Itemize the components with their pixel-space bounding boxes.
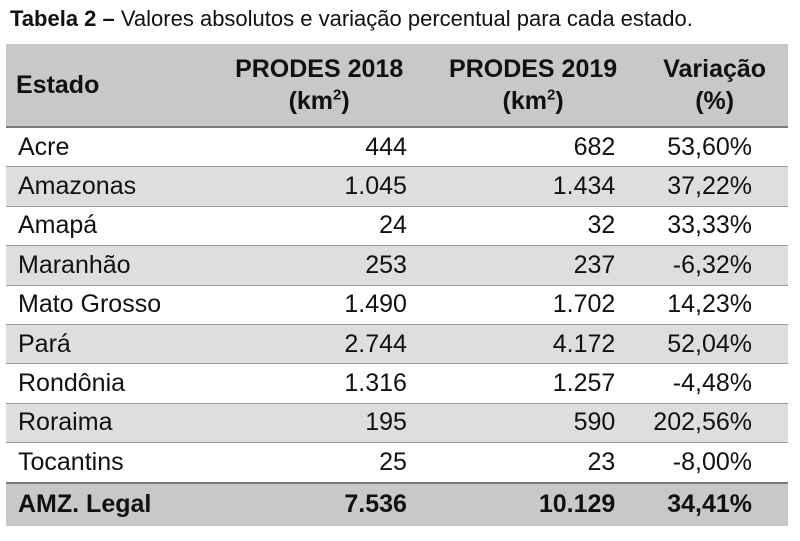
total-prodes-2019: 10.129 <box>424 481 642 526</box>
cell-variacao: -6,32% <box>641 245 788 286</box>
cell-estado: Rondônia <box>6 363 214 404</box>
table-footer: AMZ. Legal 7.536 10.129 34,41% <box>6 481 788 526</box>
cell-prodes-2019: 1.257 <box>424 363 642 404</box>
table-row: Roraima 195 590 202,56% <box>6 403 788 444</box>
cell-estado: Roraima <box>6 403 214 444</box>
table-row: Acre 444 682 53,60% <box>6 127 788 168</box>
total-variacao: 34,41% <box>641 481 788 526</box>
cell-prodes-2019: 23 <box>424 442 642 484</box>
cell-prodes-2018: 1.490 <box>213 285 425 325</box>
table-row: Tocantins 25 23 -8,00% <box>6 442 788 484</box>
cell-prodes-2018: 1.316 <box>213 363 425 404</box>
caption-label: Tabela 2 <box>10 6 97 31</box>
cell-prodes-2019: 4.172 <box>424 324 642 365</box>
cell-prodes-2019: 682 <box>424 127 642 168</box>
cell-estado: Acre <box>6 127 214 168</box>
table-row: Rondônia 1.316 1.257 -4,48% <box>6 363 788 404</box>
cell-variacao: 53,60% <box>641 127 788 168</box>
cell-variacao: 37,22% <box>641 166 788 207</box>
cell-estado: Pará <box>6 324 214 365</box>
cell-prodes-2019: 32 <box>424 206 642 247</box>
cell-estado: Tocantins <box>6 442 214 484</box>
header-row: Estado PRODES 2018 (km2) PRODES 2019 (km2)… <box>6 44 788 128</box>
cell-prodes-2018: 195 <box>213 403 425 444</box>
caption-text: Valores absolutos e variação percentual … <box>120 6 693 31</box>
header-estado: Estado <box>6 44 214 128</box>
cell-variacao: -8,00% <box>641 442 788 484</box>
table-row: Pará 2.744 4.172 52,04% <box>6 324 788 365</box>
cell-prodes-2019: 237 <box>424 245 642 286</box>
cell-prodes-2018: 253 <box>213 245 425 286</box>
total-row: AMZ. Legal 7.536 10.129 34,41% <box>6 481 788 526</box>
total-label: AMZ. Legal <box>6 481 214 526</box>
cell-prodes-2019: 590 <box>424 403 642 444</box>
table-row: Amazonas 1.045 1.434 37,22% <box>6 166 788 207</box>
cell-variacao: 202,56% <box>641 403 788 444</box>
cell-prodes-2018: 25 <box>213 442 425 484</box>
cell-prodes-2019: 1.434 <box>424 166 642 207</box>
cell-prodes-2018: 444 <box>213 127 425 168</box>
table-caption: Tabela 2 – Valores absolutos e variação … <box>10 4 693 34</box>
header-prodes-2019: PRODES 2019 (km2) <box>424 44 642 128</box>
table-row: Amapá 24 32 33,33% <box>6 206 788 247</box>
cell-estado: Amapá <box>6 206 214 247</box>
cell-estado: Mato Grosso <box>6 285 214 325</box>
data-table: Estado PRODES 2018 (km2) PRODES 2019 (km2)… <box>6 44 788 526</box>
cell-prodes-2018: 1.045 <box>213 166 425 207</box>
cell-estado: Amazonas <box>6 166 214 207</box>
cell-prodes-2018: 24 <box>213 206 425 247</box>
header-prodes-2018: PRODES 2018 (km2) <box>213 44 425 128</box>
cell-variacao: -4,48% <box>641 363 788 404</box>
table-row: Mato Grosso 1.490 1.702 14,23% <box>6 285 788 325</box>
table-header: Estado PRODES 2018 (km2) PRODES 2019 (km2)… <box>6 44 788 128</box>
cell-prodes-2019: 1.702 <box>424 285 642 325</box>
cell-variacao: 33,33% <box>641 206 788 247</box>
table-row: Maranhão 253 237 -6,32% <box>6 245 788 286</box>
cell-variacao: 14,23% <box>641 285 788 325</box>
total-prodes-2018: 7.536 <box>213 481 425 526</box>
caption-separator: – <box>96 6 121 31</box>
cell-prodes-2018: 2.744 <box>213 324 425 365</box>
cell-variacao: 52,04% <box>641 324 788 365</box>
header-variacao: Variação (%) <box>641 44 788 128</box>
cell-estado: Maranhão <box>6 245 214 286</box>
table-body: Acre 444 682 53,60% Amazonas 1.045 1.434 37,22%… <box>6 127 788 484</box>
